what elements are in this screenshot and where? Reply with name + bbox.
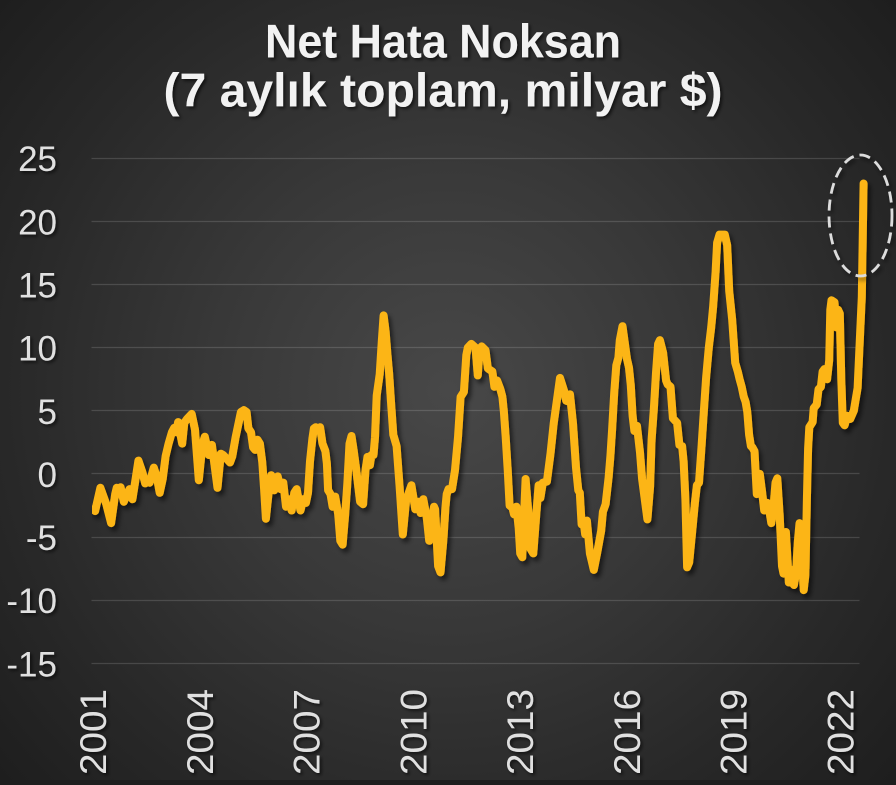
svg-text:20: 20 xyxy=(18,203,57,242)
svg-text:25: 25 xyxy=(18,140,57,179)
svg-text:2019: 2019 xyxy=(714,689,755,775)
svg-text:15: 15 xyxy=(18,267,57,306)
svg-text:2013: 2013 xyxy=(500,689,541,775)
svg-text:2001: 2001 xyxy=(73,689,114,775)
svg-text:2007: 2007 xyxy=(287,689,328,775)
svg-text:-5: -5 xyxy=(26,519,57,558)
svg-text:-10: -10 xyxy=(6,582,57,621)
svg-text:2016: 2016 xyxy=(607,689,648,775)
svg-text:10: 10 xyxy=(18,330,57,369)
svg-text:2004: 2004 xyxy=(180,689,221,775)
svg-text:2010: 2010 xyxy=(393,689,434,775)
svg-text:-15: -15 xyxy=(6,645,57,684)
svg-text:(7 aylık toplam, milyar $): (7 aylık toplam, milyar $) xyxy=(164,64,723,117)
svg-text:5: 5 xyxy=(38,393,57,432)
svg-text:2022: 2022 xyxy=(820,689,861,775)
svg-text:0: 0 xyxy=(38,456,57,495)
svg-text:Net Hata Noksan: Net Hata Noksan xyxy=(265,15,621,68)
